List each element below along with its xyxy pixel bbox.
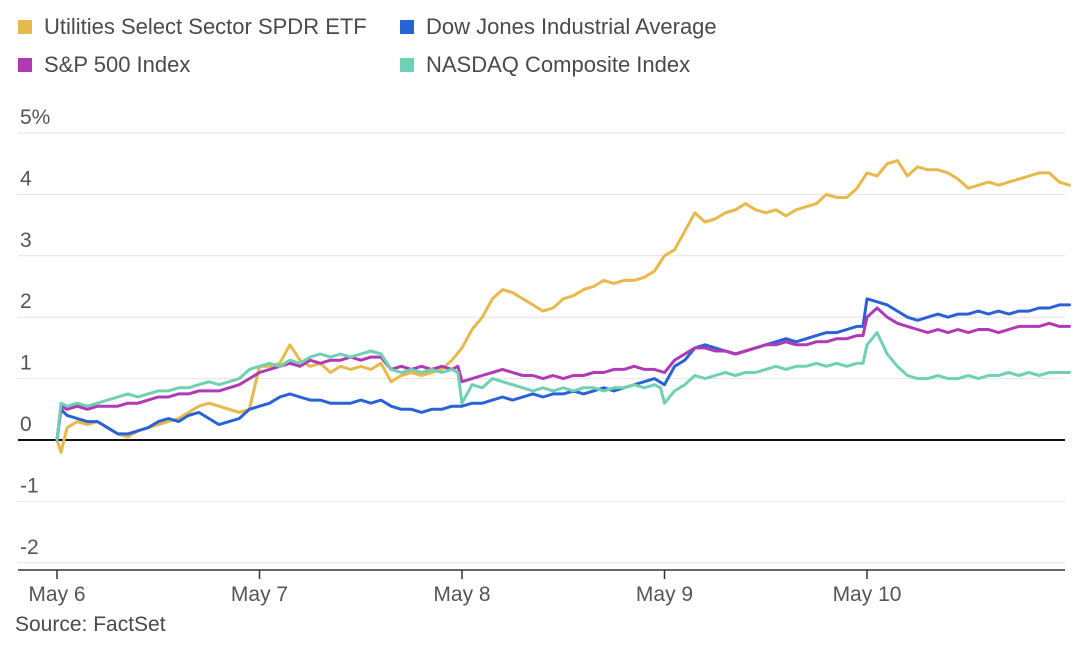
legend-swatch-dow-jones <box>400 20 414 34</box>
legend-item-utilities: Utilities Select Sector SPDR ETF <box>18 14 367 40</box>
chart-source: Source: FactSet <box>15 613 166 636</box>
x-tick-label: May 8 <box>433 583 490 606</box>
legend-item-nasdaq: NASDAQ Composite Index <box>400 52 690 78</box>
legend-label-utilities: Utilities Select Sector SPDR ETF <box>44 14 367 39</box>
legend-label-dow-jones: Dow Jones Industrial Average <box>426 14 717 39</box>
series-lines <box>55 159 1071 454</box>
line-chart: -2 -1 0 1 2 3 4 5% May 6 May 7 May 8 May 9 May 10 <box>18 106 1071 606</box>
y-tick-label: 4 <box>20 167 32 190</box>
x-tick-label: May 6 <box>28 583 85 606</box>
y-tick-label: 2 <box>20 290 32 313</box>
legend-swatch-nasdaq <box>400 58 414 72</box>
series-line-nasdaq-composite-index <box>55 331 1071 442</box>
series-line-s-p-500-index <box>55 306 1071 442</box>
y-tick-label: 3 <box>20 229 32 252</box>
y-tick-label: -1 <box>20 474 39 497</box>
y-axis-ticks: -2 -1 0 1 2 3 4 5% <box>20 106 50 559</box>
x-tick-label: May 7 <box>231 583 288 606</box>
y-tick-label: 1 <box>20 352 32 375</box>
x-tick-label: May 10 <box>833 583 902 606</box>
y-tick-label: 5% <box>20 106 50 129</box>
legend-label-sp500: S&P 500 Index <box>44 52 191 77</box>
y-tick-label: 0 <box>20 413 32 436</box>
legend-label-nasdaq: NASDAQ Composite Index <box>426 52 691 77</box>
legend-swatch-sp500 <box>18 58 32 72</box>
series-line-utilities-select-sector-spdr-etf <box>55 159 1071 454</box>
grid-lines <box>18 132 1065 564</box>
y-tick-label: -2 <box>20 536 39 559</box>
series-line-dow-jones-industrial-average <box>55 297 1071 442</box>
legend-item-dow-jones: Dow Jones Industrial Average <box>400 14 717 40</box>
legend-item-sp500: S&P 500 Index <box>18 52 190 78</box>
x-axis: May 6 May 7 May 8 May 9 May 10 <box>18 569 1065 606</box>
x-tick-label: May 9 <box>636 583 693 606</box>
legend-swatch-utilities <box>18 20 32 34</box>
chart-legend: Utilities Select Sector SPDR ETF Dow Jon… <box>18 10 838 90</box>
